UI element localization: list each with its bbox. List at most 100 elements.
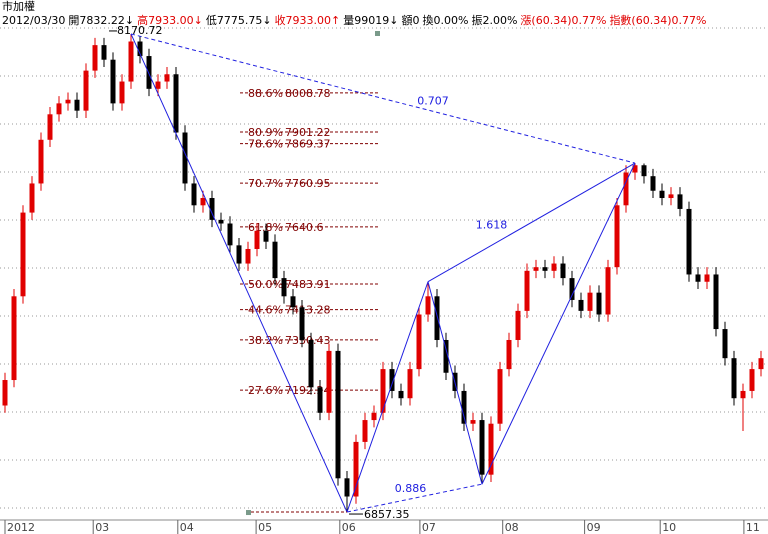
candle-body <box>173 74 179 133</box>
candle-body <box>218 219 224 224</box>
fib-label: 38.2% 7330.43 <box>248 334 330 347</box>
candle-body <box>659 190 665 199</box>
candle-body <box>344 478 350 497</box>
candle-body <box>488 423 494 475</box>
candle-body <box>515 310 521 340</box>
quote-field: 量99019↓ <box>343 14 399 27</box>
x-tick-label: 2012 <box>7 521 35 534</box>
x-tick-label: 08 <box>505 521 519 534</box>
candle-body <box>281 278 287 297</box>
x-tick-label: 04 <box>180 521 194 534</box>
candle-body <box>335 350 341 479</box>
candle-body <box>272 241 278 279</box>
candle-body <box>11 296 17 381</box>
candle-body <box>146 56 152 89</box>
candle-body <box>542 267 548 271</box>
fib-pct: 27.6% <box>248 384 283 397</box>
candle-body <box>326 350 332 413</box>
point-label: 8170.72 <box>117 24 163 37</box>
candle-body <box>722 329 728 359</box>
quote-field: 收7933.00↑ <box>274 14 341 27</box>
fib-label: 78.6% 7869.37 <box>248 138 330 151</box>
pattern-line <box>346 483 483 513</box>
candle-body <box>155 81 161 89</box>
fib-value: 7413.28 <box>285 304 331 317</box>
candle-body <box>479 420 485 475</box>
quote-field: 換0.00% <box>422 14 469 27</box>
fib-pct: 80.9% <box>248 126 283 139</box>
ratio-label: 1.618 <box>476 218 508 231</box>
candle-body <box>461 390 467 424</box>
quote-field: 2012/03/30 <box>2 14 66 27</box>
candle-body <box>623 172 629 206</box>
x-tick-label: 05 <box>258 521 272 534</box>
quote-field: 高7933.00↓ <box>137 14 203 27</box>
candle-body <box>245 248 251 264</box>
candle-body <box>551 263 557 271</box>
quote-field: 漲(60.34)0.77% <box>520 14 607 27</box>
candle-body <box>596 292 602 315</box>
candle-body <box>29 183 35 213</box>
fib-value: 7330.43 <box>285 334 331 347</box>
candle-body <box>470 420 476 424</box>
fib-label: 70.7% 7760.95 <box>248 177 330 190</box>
candle-body <box>560 263 566 279</box>
fib-label: 80.9% 7901.22 <box>248 126 330 139</box>
candle-body <box>704 274 710 282</box>
candle-body <box>371 412 377 421</box>
x-tick-label: 03 <box>95 521 109 534</box>
fib-pct: 70.7% <box>248 177 283 190</box>
candle-body <box>713 274 719 330</box>
marker <box>375 31 380 36</box>
candle-body <box>443 339 449 373</box>
candle-body <box>128 41 134 82</box>
candle-body <box>317 387 323 413</box>
fib-label: 88.6% 8008.78 <box>248 87 330 100</box>
candle-body <box>686 208 692 275</box>
candle-body <box>524 270 530 311</box>
candle-body <box>209 198 215 220</box>
pattern-line <box>130 33 636 164</box>
candle-body <box>506 339 512 370</box>
fib-value: 7869.37 <box>285 138 331 151</box>
candle-body <box>164 74 170 82</box>
quote-field: 開7832.22↓ <box>68 14 135 27</box>
candle-body <box>380 369 386 413</box>
candle-body <box>236 245 242 264</box>
x-tick-label: 10 <box>662 521 676 534</box>
candle-body <box>407 369 413 399</box>
candle-body <box>749 369 755 391</box>
candle-body <box>65 99 71 104</box>
candle-body <box>137 41 143 57</box>
candle-body <box>650 176 656 191</box>
fib-pct: 38.2% <box>248 334 283 347</box>
pattern-line <box>427 281 483 485</box>
candle-body <box>101 45 107 60</box>
candle-body <box>731 358 737 399</box>
x-tick-label: 07 <box>422 521 436 534</box>
fib-pct: 50.0% <box>248 278 283 291</box>
candle-body <box>263 230 269 242</box>
fib-pct: 78.6% <box>248 138 283 151</box>
candle-body <box>290 296 296 308</box>
candle-body <box>533 267 539 271</box>
candle-body <box>200 198 206 206</box>
candle-body <box>353 441 359 497</box>
candle-body <box>614 205 620 268</box>
candle-body <box>416 314 422 370</box>
x-tick-label: 06 <box>342 521 356 534</box>
quote-field: 額0 <box>401 14 420 27</box>
candle-body <box>362 420 368 442</box>
candle-body <box>182 132 188 184</box>
quote-row: 2012/03/30 開7832.22↓ 高7933.00↓ 低7775.75↓ 收79… <box>2 14 709 28</box>
fib-label: 50.0% 7483.91 <box>248 278 330 291</box>
candle-body <box>254 230 260 249</box>
ratio-label: 0.886 <box>395 482 427 495</box>
candle-body <box>668 194 674 199</box>
fib-pct: 88.6% <box>248 87 283 100</box>
candle-body <box>758 358 764 370</box>
instrument-title: 市加權 <box>2 0 35 13</box>
marker <box>246 510 251 516</box>
candle-body <box>2 380 8 406</box>
